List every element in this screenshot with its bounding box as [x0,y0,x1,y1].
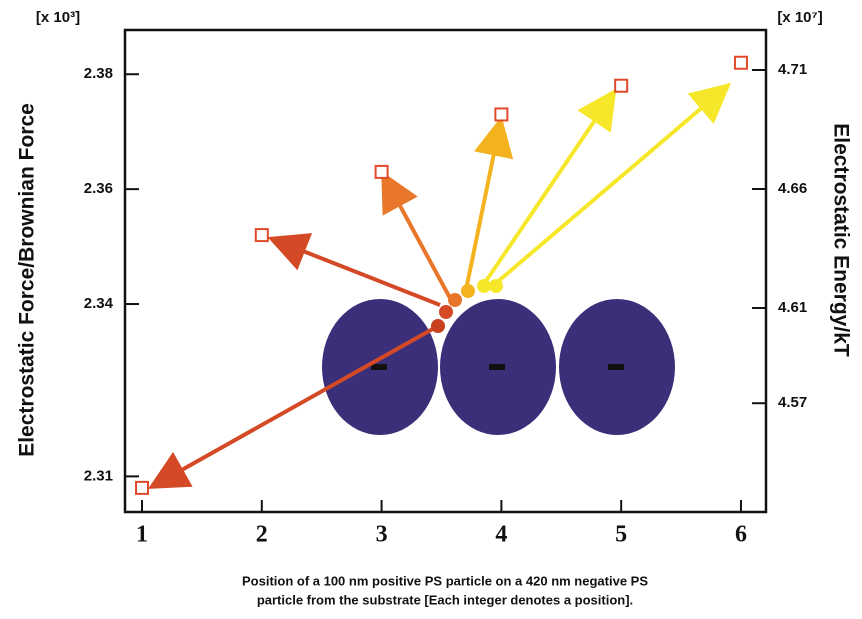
data-point [615,80,627,92]
y2-tick-label: 4.57 [778,394,807,411]
y-tick-label: 2.36 [84,180,113,197]
data-point [376,166,388,178]
y2-tick-label: 4.71 [778,61,807,78]
chart: [x 10³] [x 10⁷] Electrostatic Force/Brow… [0,0,862,619]
data-point [136,482,148,494]
x-tick-label: 5 [615,522,627,548]
data-point [495,108,507,120]
x-tick-label: 3 [376,522,388,548]
x-axis-label: particle from the substrate [Each intege… [257,592,633,607]
y-tick-label: 2.34 [84,295,114,312]
y-axis-label: Electrostatic Force/Brownian Force [16,103,39,457]
y2-tick-label: 4.61 [778,299,807,316]
x-axis-label: Position of a 100 nm positive PS particl… [242,573,648,588]
left-unit: [x 10³] [36,9,80,26]
y2-tick-label: 4.66 [778,180,807,197]
plot-frame [125,30,766,512]
right-unit: [x 10⁷] [777,9,822,26]
x-tick-label: 1 [136,522,148,548]
particles [322,299,675,435]
x-tick-label: 4 [495,522,507,548]
y2-axis-label: Electrostatic Energy/kT [829,123,852,357]
data-point [256,229,268,241]
y-tick-label: 2.31 [84,467,113,484]
x-tick-label: 6 [735,522,747,548]
y-tick-label: 2.38 [84,65,113,82]
data-point [735,57,747,69]
x-tick-label: 2 [256,522,268,548]
